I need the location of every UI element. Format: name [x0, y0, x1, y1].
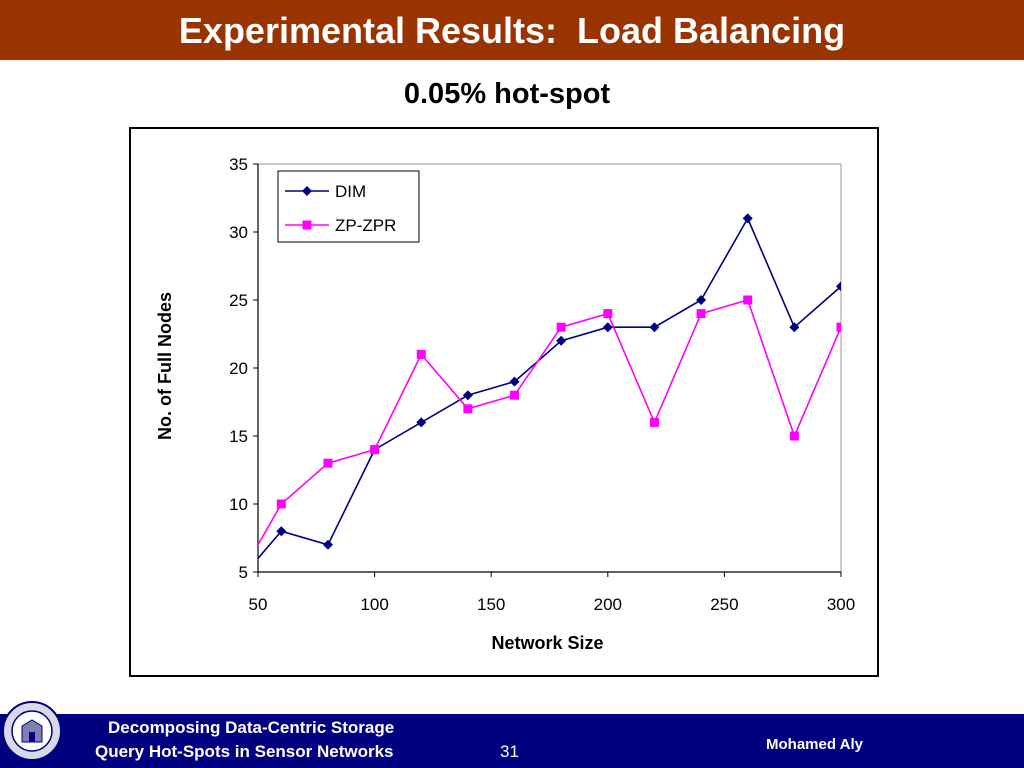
data-point-dim [789, 322, 800, 333]
legend-marker-dim [302, 186, 312, 196]
data-point-dim [276, 526, 287, 537]
x-tick-label: 100 [360, 595, 388, 614]
legend-label-dim: DIM [335, 182, 366, 201]
university-seal-icon [2, 701, 62, 761]
author-name: Mohamed Aly [766, 736, 863, 753]
data-point-zp-zpr [789, 431, 799, 441]
data-point-dim [649, 322, 660, 333]
data-point-dim [509, 376, 520, 387]
data-point-zp-zpr [649, 417, 659, 427]
chart-frame [129, 127, 879, 677]
data-point-dim [556, 335, 567, 346]
legend-box [277, 170, 420, 243]
data-point-zp-zpr [416, 349, 426, 359]
data-point-zp-zpr [276, 499, 286, 509]
y-tick-label: 15 [229, 427, 248, 446]
data-point-dim [742, 213, 753, 224]
x-axis-label: Network Size [491, 633, 603, 653]
page-number: 31 [500, 742, 519, 761]
data-point-dim [322, 539, 333, 550]
footer-line2: Query Hot-Spots in Sensor Networks [95, 742, 394, 761]
data-point-zp-zpr [510, 390, 520, 400]
footer-bar [0, 714, 1024, 768]
chart-title: 0.05% hot-spot [403, 78, 611, 110]
data-point-zp-zpr [836, 322, 841, 332]
data-point-zp-zpr [603, 309, 613, 319]
data-point-dim [696, 295, 707, 305]
legend-marker-zp-zpr [302, 220, 312, 230]
legend-label-zp-zpr: ZP-ZPR [335, 216, 396, 235]
data-point-dim [836, 281, 841, 292]
data-point-dim [602, 322, 613, 333]
y-tick-label: 35 [229, 155, 248, 174]
x-tick-label: 150 [477, 595, 505, 614]
data-point-zp-zpr [463, 404, 473, 414]
data-point-zp-zpr [696, 309, 706, 319]
y-tick-label: 25 [229, 291, 248, 310]
x-tick-label: 200 [594, 595, 622, 614]
y-tick-label: 20 [229, 359, 248, 378]
series-line-dim [258, 216, 841, 560]
footer-line1: Decomposing Data-Centric Storage [108, 718, 395, 737]
title-bar [0, 0, 1024, 60]
slide-title: Experimental Results: Load Balancing [178, 10, 846, 51]
x-tick-label: 50 [249, 595, 268, 614]
data-point-zp-zpr [743, 295, 753, 305]
data-point-zp-zpr [323, 458, 333, 468]
data-point-dim [462, 390, 473, 401]
y-tick-label: 10 [229, 495, 248, 514]
y-axis-label: No. of Full Nodes [155, 292, 175, 440]
data-point-dim [416, 417, 427, 428]
y-tick-label: 30 [229, 223, 248, 242]
series-line-zp-zpr [258, 299, 841, 547]
y-tick-label: 5 [239, 563, 248, 582]
data-point-zp-zpr [370, 445, 380, 455]
x-tick-label: 250 [710, 595, 738, 614]
x-tick-label: 300 [827, 595, 855, 614]
data-point-zp-zpr [556, 322, 566, 332]
